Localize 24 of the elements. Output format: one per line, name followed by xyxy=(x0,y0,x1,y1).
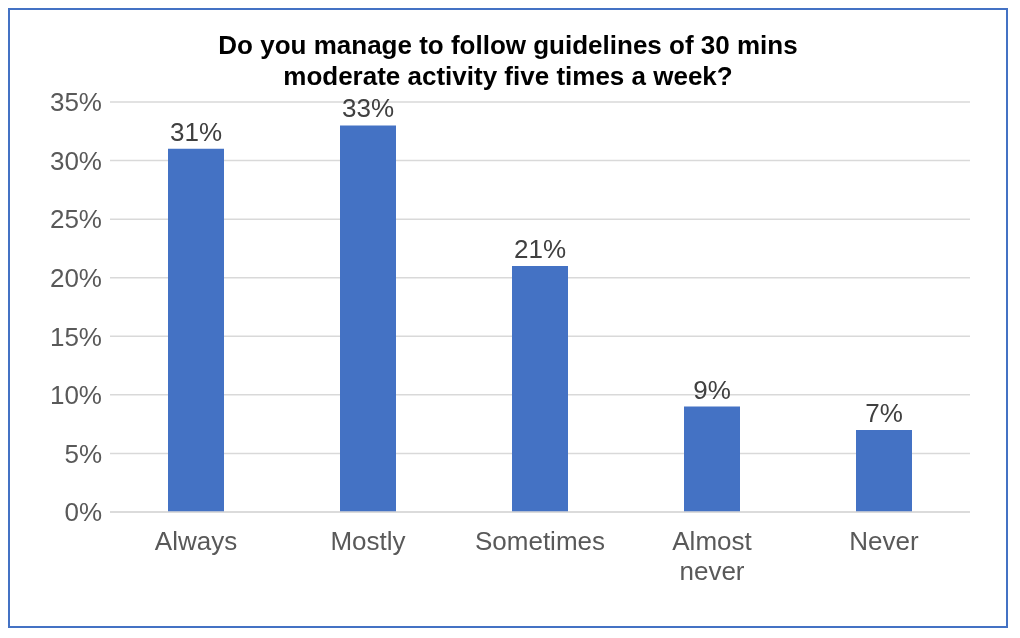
data-label: 7% xyxy=(865,398,903,428)
data-label: 33% xyxy=(341,93,395,124)
bar xyxy=(856,430,912,512)
x-tick-label: Never xyxy=(849,526,920,556)
y-tick-label: 25% xyxy=(49,204,102,235)
x-tick-label: Mostly xyxy=(330,526,406,556)
y-tick-label: 0% xyxy=(64,497,102,528)
chart-title: Do you manage to follow guidelines of 30 mins moderate activity five times a week? xyxy=(218,30,798,91)
bar xyxy=(340,125,396,512)
bar xyxy=(512,266,568,512)
x-tick-label: Always xyxy=(154,526,238,556)
data-label: 9% xyxy=(693,374,731,405)
y-tick-label: 5% xyxy=(64,438,102,469)
y-tick-label: 30% xyxy=(49,145,102,176)
bar xyxy=(168,148,224,512)
data-label: 21% xyxy=(513,234,567,264)
x-tick-label: Sometimes xyxy=(474,526,606,556)
y-tick-label: 10% xyxy=(49,380,102,411)
y-tick-label: 20% xyxy=(49,262,102,293)
bar xyxy=(684,406,740,512)
x-tick-label: Almost never xyxy=(672,526,753,586)
y-tick-label: 35% xyxy=(49,87,102,118)
y-tick-label: 15% xyxy=(49,321,102,352)
data-label: 31% xyxy=(169,116,223,147)
